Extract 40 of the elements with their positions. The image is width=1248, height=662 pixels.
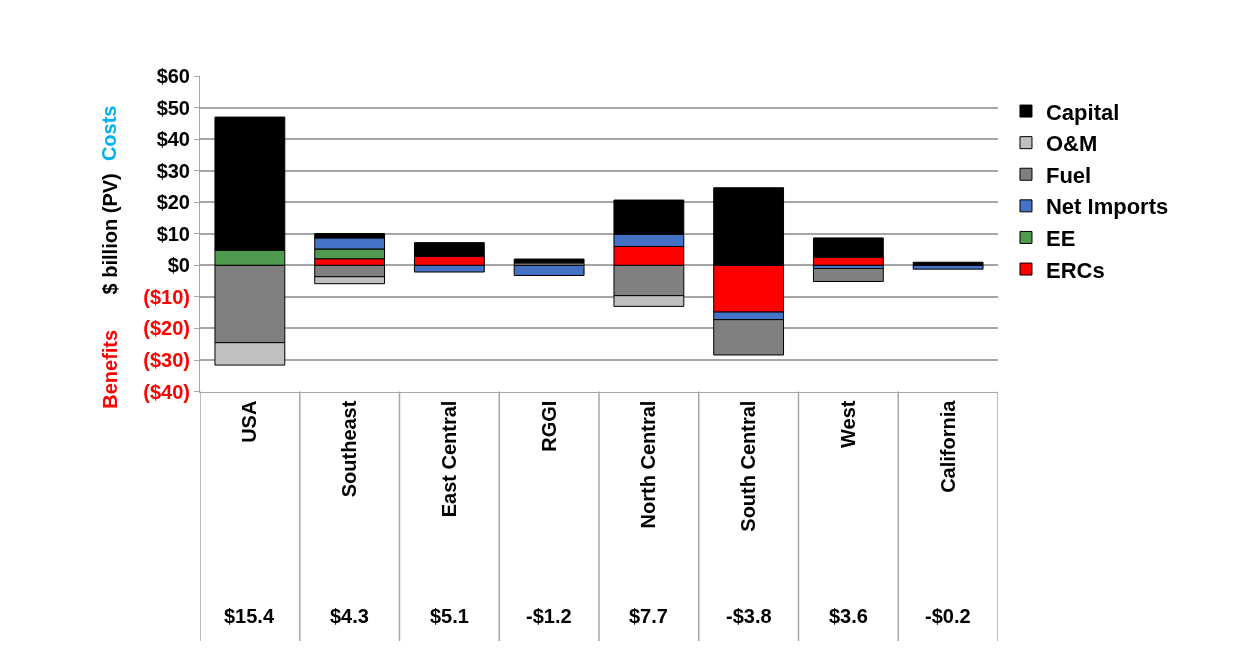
y-tick-label: $0 [167, 254, 190, 277]
x-tick-label: USA [238, 400, 261, 443]
y-tick-label: $60 [156, 65, 190, 88]
legend-label: O&M [1045, 131, 1098, 157]
x-tick-label: North Central [637, 400, 660, 529]
bar [812, 268, 884, 282]
text: $15.4 [224, 605, 275, 627]
x-tick-label: California [936, 399, 959, 493]
legend-label: EE [1045, 226, 1076, 252]
legend-label: ERCs [1045, 257, 1105, 283]
y-tick-label: ($10) [143, 285, 190, 308]
x-tick-label: West [836, 400, 859, 449]
text: $7.7 [629, 605, 668, 627]
text: -$0.2 [925, 605, 971, 627]
x-tick-label: East Central [437, 400, 460, 518]
y-tick-label: $10 [156, 222, 190, 245]
y-tick-label: ($40) [143, 380, 190, 403]
text: Costs [98, 105, 121, 162]
text: -$3.8 [726, 605, 772, 627]
text: Benefits [98, 329, 121, 409]
y-tick-label: $40 [156, 128, 190, 151]
x-tick-label: Southeast [338, 400, 361, 498]
text: -$1.2 [526, 605, 572, 627]
x-tick-label: South Central [737, 400, 760, 532]
bar [513, 264, 585, 276]
x-tick-label: RGGI [537, 400, 560, 452]
y-tick-label: ($20) [143, 317, 190, 340]
y-tick-label: $50 [156, 96, 190, 119]
text: $3.6 [829, 605, 868, 627]
legend-label: Net Imports [1045, 194, 1169, 220]
y-tick-label: ($30) [143, 349, 190, 372]
y-tick-label: $20 [156, 191, 190, 214]
bar [912, 261, 984, 266]
bar [513, 258, 585, 264]
legend-label: Fuel [1045, 162, 1092, 188]
y-tick-label: $30 [156, 159, 190, 182]
legend-label: Capital [1045, 99, 1120, 125]
text: $4.3 [330, 605, 369, 627]
text: $5.1 [430, 605, 469, 627]
y-axis-title: $ billion (PV) [98, 173, 121, 295]
